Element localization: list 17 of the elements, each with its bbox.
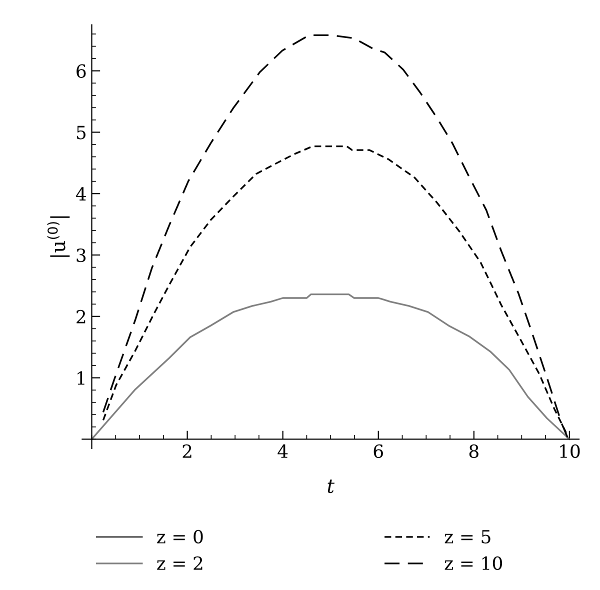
x-tick-label: 2 <box>182 444 192 458</box>
legend-label: z = 5 <box>444 530 490 544</box>
y-axis-title: |u$^{(0)}$| <box>47 216 70 257</box>
y-tick-label: 1 <box>78 371 84 385</box>
y-tick-label: 4 <box>76 187 86 200</box>
x-axis-title: t <box>328 480 335 494</box>
x-tick-label: 8 <box>469 444 478 458</box>
y-tick-label: 3 <box>76 248 86 262</box>
x-tick-label: 4 <box>278 444 288 458</box>
x-tick-label: 10 <box>560 444 580 458</box>
y-tick-label: 5 <box>76 126 86 140</box>
legend-label: z = 0 <box>157 530 203 544</box>
x-tick-label: 6 <box>374 444 383 458</box>
legend-label: z = 2 <box>157 556 202 570</box>
legend-label: z = 10 <box>444 556 502 570</box>
y-tick-label: 2 <box>76 310 86 324</box>
y-tick-label: 6 <box>76 64 86 78</box>
